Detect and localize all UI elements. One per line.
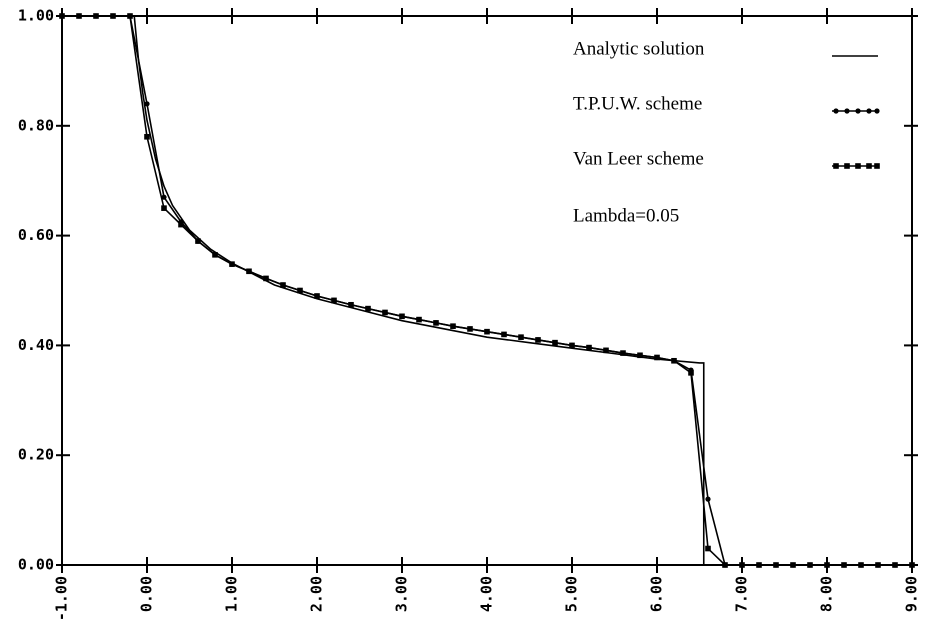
marker bbox=[705, 545, 711, 552]
marker bbox=[756, 562, 762, 568]
legend-marker bbox=[874, 108, 880, 114]
series-line bbox=[62, 15, 912, 566]
x-tick-label: 6.00 bbox=[648, 576, 666, 612]
y-tick-label: 0.80 bbox=[18, 116, 54, 134]
marker bbox=[773, 562, 779, 568]
marker bbox=[875, 562, 881, 568]
marker bbox=[263, 275, 269, 282]
marker bbox=[212, 252, 218, 258]
marker bbox=[909, 562, 915, 568]
legend-marker bbox=[855, 108, 861, 114]
marker bbox=[229, 261, 235, 267]
marker bbox=[518, 334, 524, 340]
marker bbox=[841, 562, 847, 568]
annotation: Lambda=0.05 bbox=[573, 205, 679, 226]
marker bbox=[722, 562, 728, 568]
y-tick-label: 0.40 bbox=[18, 336, 54, 354]
legend-label: T.P.U.W. scheme bbox=[573, 93, 702, 114]
marker bbox=[484, 328, 490, 335]
marker bbox=[280, 282, 286, 288]
marker bbox=[331, 297, 337, 304]
marker bbox=[501, 331, 507, 338]
marker bbox=[671, 357, 677, 364]
marker bbox=[297, 287, 303, 294]
marker bbox=[535, 337, 541, 343]
legend-marker bbox=[866, 163, 872, 169]
marker bbox=[93, 13, 99, 19]
marker bbox=[246, 268, 252, 275]
marker bbox=[195, 238, 201, 244]
marker bbox=[603, 347, 609, 354]
x-tick-label: 7.00 bbox=[733, 576, 751, 612]
marker bbox=[144, 133, 150, 140]
marker bbox=[739, 562, 745, 568]
plot-frame bbox=[61, 15, 913, 566]
x-tick-label: 2.00 bbox=[308, 576, 326, 612]
y-tick-label: 0.60 bbox=[18, 226, 54, 244]
x-tick-label: 3.00 bbox=[393, 576, 411, 612]
marker bbox=[161, 194, 167, 200]
y-tick-label: 0.00 bbox=[18, 556, 54, 574]
x-tick-label: 5.00 bbox=[563, 576, 581, 612]
y-tick-label: 1.00 bbox=[18, 7, 54, 25]
x-tick-label: -1.00 bbox=[53, 576, 71, 621]
marker bbox=[382, 309, 388, 316]
marker bbox=[467, 326, 473, 332]
marker bbox=[144, 101, 150, 107]
marker bbox=[76, 13, 82, 19]
legend-marker bbox=[855, 163, 861, 169]
x-tick-label: 8.00 bbox=[818, 576, 836, 612]
legend-marker bbox=[844, 163, 850, 169]
marker bbox=[586, 344, 592, 351]
marker bbox=[161, 205, 167, 211]
marker bbox=[552, 339, 558, 346]
marker bbox=[654, 354, 660, 361]
marker bbox=[314, 293, 320, 299]
marker bbox=[416, 316, 422, 323]
legend-label: Van Leer scheme bbox=[573, 148, 704, 169]
legend-marker bbox=[874, 163, 880, 169]
marker bbox=[620, 350, 626, 356]
marker bbox=[824, 562, 830, 568]
series-line bbox=[62, 15, 912, 566]
marker bbox=[399, 313, 405, 320]
legend-marker bbox=[833, 163, 839, 169]
x-tick-label: 9.00 bbox=[903, 576, 921, 612]
y-tick-label: 0.20 bbox=[18, 446, 54, 464]
marker bbox=[858, 562, 864, 568]
x-tick-label: 4.00 bbox=[478, 576, 496, 612]
marker bbox=[807, 562, 813, 568]
marker bbox=[433, 320, 439, 326]
legend-marker bbox=[833, 108, 839, 114]
marker bbox=[110, 13, 116, 19]
x-tick-label: 0.00 bbox=[138, 576, 156, 612]
marker bbox=[127, 13, 133, 19]
marker bbox=[637, 352, 643, 359]
series-line bbox=[62, 15, 912, 566]
marker bbox=[790, 562, 796, 568]
marker bbox=[178, 221, 184, 228]
marker bbox=[569, 342, 575, 349]
marker bbox=[450, 323, 456, 329]
legend-label: Analytic solution bbox=[573, 38, 705, 59]
marker bbox=[705, 496, 711, 502]
marker bbox=[348, 301, 354, 308]
legend-marker bbox=[844, 108, 850, 114]
marker bbox=[59, 13, 65, 19]
x-tick-label: 1.00 bbox=[223, 576, 241, 612]
marker bbox=[688, 370, 694, 376]
marker bbox=[892, 562, 898, 568]
legend-marker bbox=[866, 108, 872, 114]
marker bbox=[365, 305, 371, 312]
